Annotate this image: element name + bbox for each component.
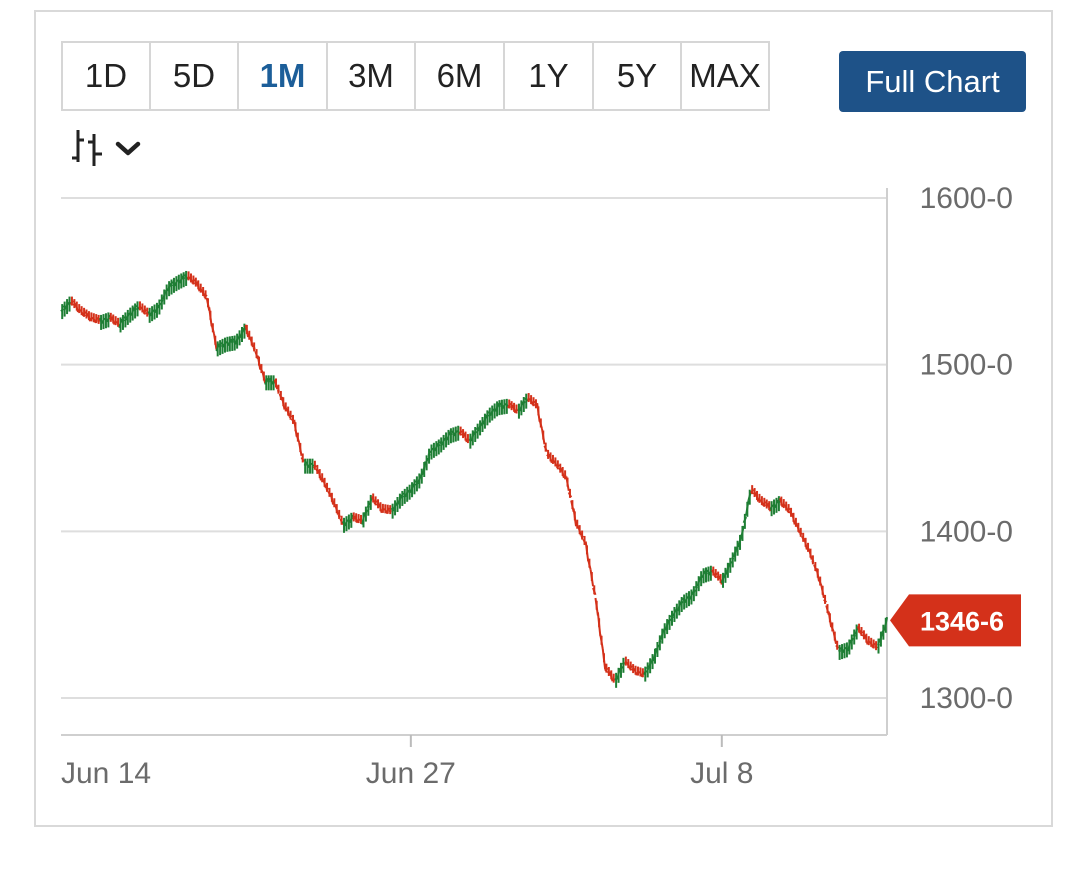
y-tick-label-1500: 1500-0 bbox=[920, 349, 1013, 382]
last-price-tag bbox=[890, 594, 1021, 647]
y-tick-label-1300: 1300-0 bbox=[920, 682, 1013, 715]
x-tick-label-1: Jun 27 bbox=[366, 757, 456, 790]
chart-type-selector[interactable] bbox=[70, 128, 150, 172]
chevron-down-icon bbox=[115, 141, 141, 156]
candlestick-icon bbox=[72, 130, 102, 166]
range-button-5y[interactable]: 5Y bbox=[594, 43, 682, 109]
range-button-5d[interactable]: 5D bbox=[151, 43, 239, 109]
chart-card bbox=[34, 10, 1053, 827]
y-tick-label-1400: 1400-0 bbox=[920, 515, 1013, 548]
x-tick-label-0: Jun 14 bbox=[61, 757, 151, 790]
y-tick-label-1600: 1600-0 bbox=[920, 182, 1013, 215]
full-chart-button[interactable]: Full Chart bbox=[839, 51, 1026, 112]
range-button-max[interactable]: MAX bbox=[689, 57, 761, 94]
range-button-1y[interactable]: 1Y bbox=[505, 43, 594, 109]
range-button-1m[interactable]: 1M bbox=[239, 43, 328, 109]
x-tick-label-2: Jul 8 bbox=[690, 757, 753, 790]
range-button-3m[interactable]: 3M bbox=[328, 43, 416, 109]
range-button-1d[interactable]: 1D bbox=[63, 43, 151, 109]
last-price-label: 1346-6 bbox=[920, 606, 1004, 636]
range-selector: 1D 5D 1M 3M 6M 1Y 5Y MAX bbox=[61, 41, 770, 111]
range-button-6m[interactable]: 6M bbox=[416, 43, 505, 109]
